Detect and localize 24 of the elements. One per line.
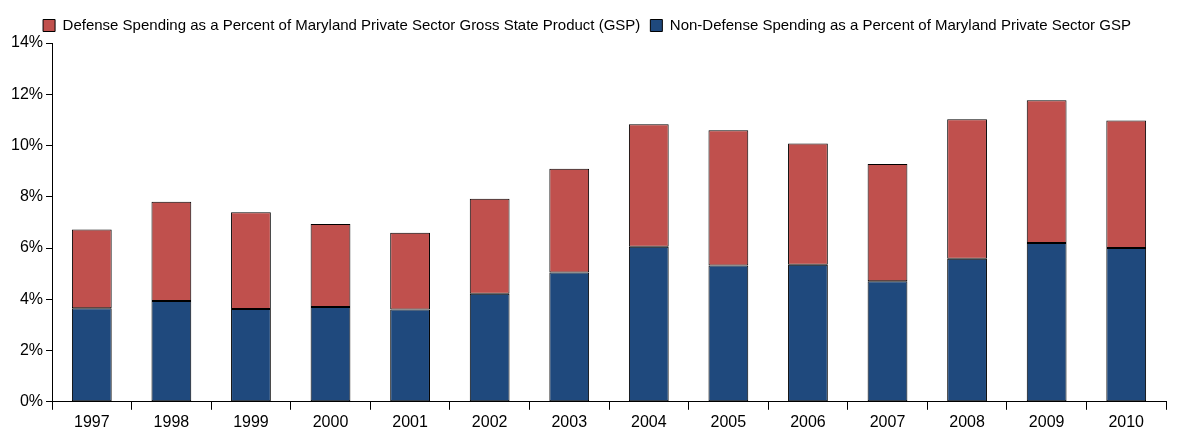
x-tick-label: 2004	[631, 412, 667, 430]
x-tick-label: 1997	[74, 412, 110, 430]
y-tick-label: 8%	[19, 187, 44, 205]
y-tick-label: 10%	[10, 135, 44, 153]
x-tick-label: 2010	[1108, 412, 1145, 430]
x-tick-label: 2006	[790, 412, 826, 430]
x-tick-label: 2007	[869, 412, 906, 430]
y-tick-label: 4%	[19, 289, 44, 307]
x-tick-label: 1999	[233, 412, 269, 430]
legend-label: Non-Defense Spending as a Percent of Maryland Private Sector GSP	[669, 15, 1131, 33]
y-tick-label: 0%	[19, 392, 44, 410]
x-tick-label: 2000	[312, 412, 349, 430]
y-tick-label: 12%	[10, 84, 44, 102]
x-tick-label: 1998	[153, 412, 190, 430]
x-tick-label: 2001	[392, 412, 428, 430]
y-tick-label: 6%	[19, 238, 44, 256]
y-tick-label: 2%	[19, 340, 44, 358]
x-tick-label: 2005	[710, 412, 747, 430]
legend-label: Defense Spending as a Percent of Maryland Private Sector Gross State Product (GSP)	[62, 15, 641, 33]
x-tick-label: 2008	[949, 412, 985, 430]
x-tick-label: 2009	[1028, 412, 1065, 430]
y-tick-label: 14%	[10, 33, 44, 51]
x-tick-label: 2003	[551, 412, 588, 430]
x-tick-label: 2002	[471, 412, 508, 430]
